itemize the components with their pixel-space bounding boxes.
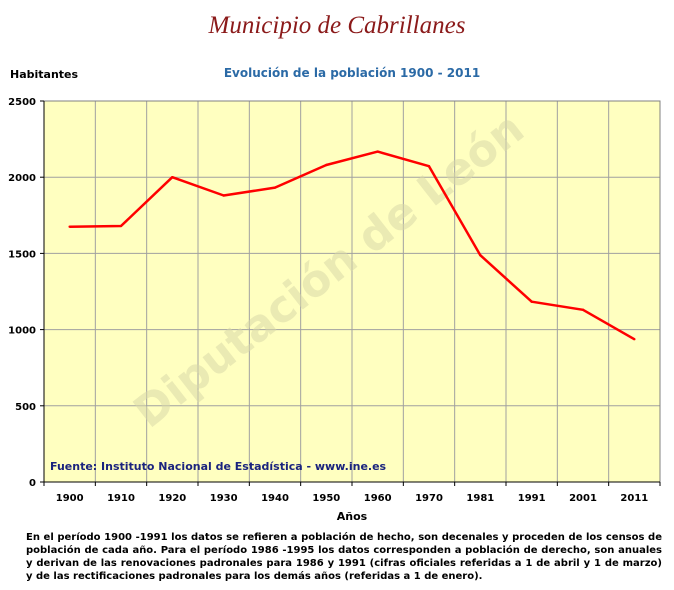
source-note: Fuente: Instituto Nacional de Estadístic… [50,460,387,473]
data-point [479,254,482,257]
data-point [119,224,123,228]
y-tick-label: 500 [15,402,36,413]
data-point [633,338,636,341]
footnote: En el período 1900 -1991 los datos se re… [26,532,662,582]
x-tick-label: 1910 [107,493,135,504]
x-tick-label: 1960 [364,493,392,504]
x-tick-label: 1981 [466,493,494,504]
data-point [171,176,174,179]
chart-title: Evolución de la población 1900 - 2011 [223,66,481,80]
data-point [222,194,225,197]
y-tick-label: 2500 [8,97,36,108]
x-tick-label: 1950 [312,493,340,504]
data-points [68,150,636,341]
x-tick-label: 1900 [56,493,84,504]
x-tick-label: 1991 [518,493,546,504]
data-point [325,163,328,167]
x-tick-label: 1920 [158,493,186,504]
series-line [69,150,635,341]
x-tick-label: 1930 [210,493,238,504]
data-point [273,186,277,189]
data-point [68,225,71,228]
axes: 0 500 1000 1500 2000 2500 1900 1910 1920 1930 1940… [8,97,661,504]
data-point [581,308,585,311]
x-tick-label: 1940 [261,493,289,504]
x-axis-label: Años [336,510,368,523]
y-tick-label: 1000 [8,326,36,337]
data-point [376,150,379,153]
y-tick-label: 1500 [8,249,36,260]
y-tick-label: 2000 [8,173,36,184]
data-point [427,165,431,168]
y-axis-label: Habitantes [10,68,79,81]
x-tick-label: 2001 [569,493,597,504]
y-tick-label: 0 [29,478,36,489]
page-title: Municipio de Cabrillanes [208,12,466,39]
data-point [530,300,533,303]
x-tick-label: 2011 [620,493,648,504]
x-tick-label: 1970 [415,493,443,504]
